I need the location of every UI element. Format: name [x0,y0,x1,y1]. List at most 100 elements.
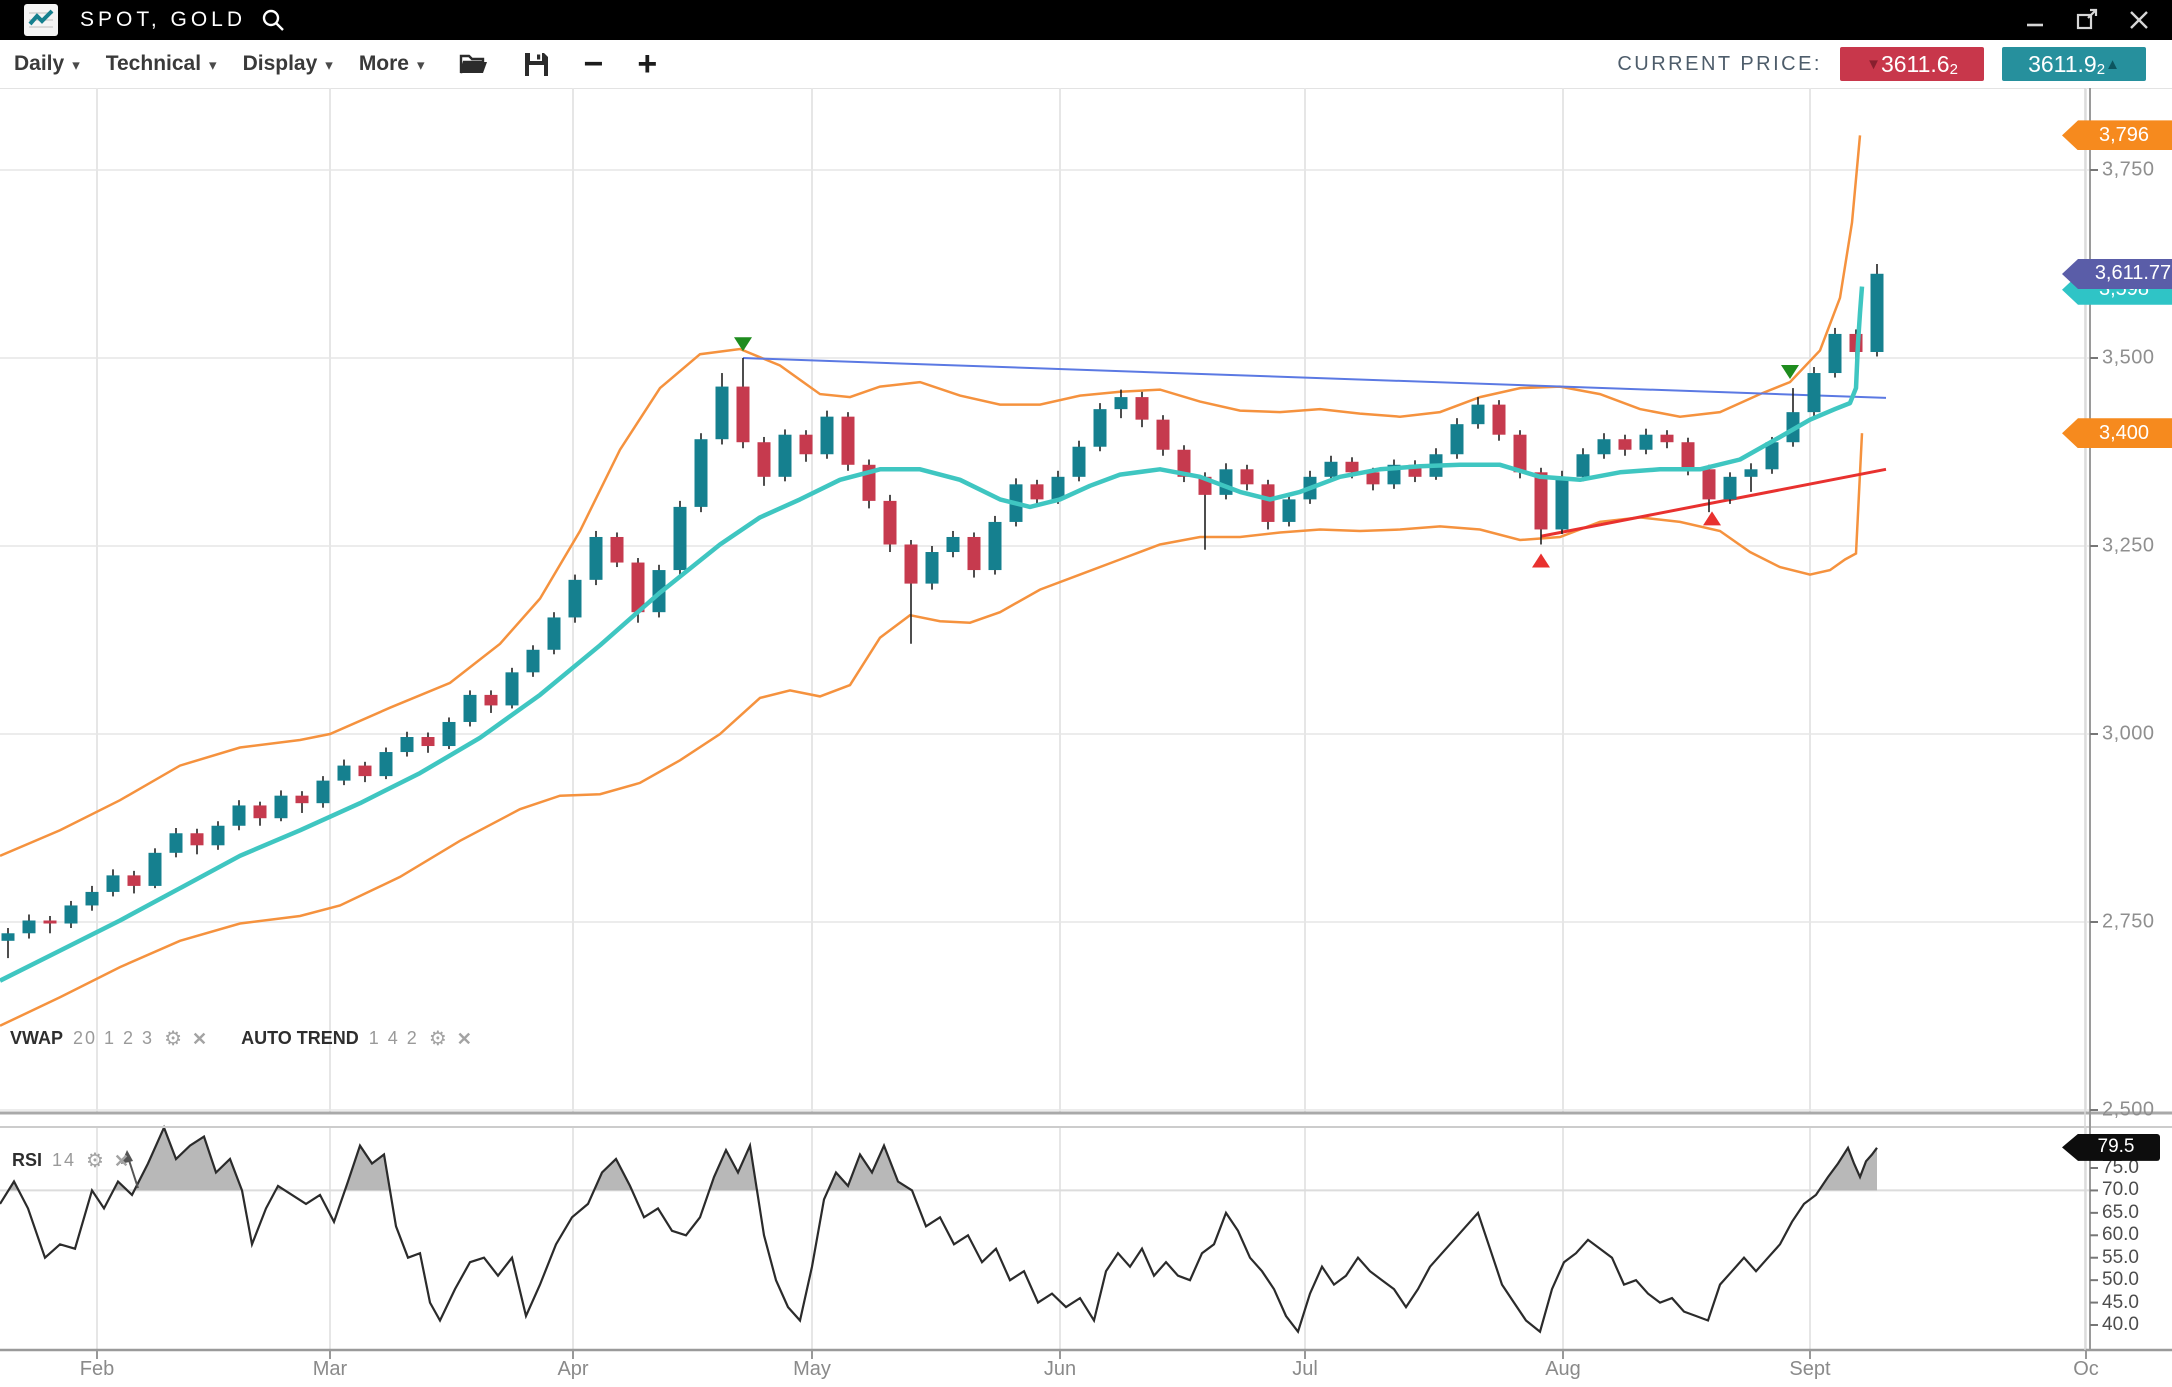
price-tick-label: 3,000 [2102,722,2155,745]
rsi-tick-label: 50.0 [2102,1269,2139,1291]
close-icon[interactable]: ✕ [192,1028,208,1049]
candle [631,562,645,613]
candle [190,833,204,846]
candle [1681,442,1695,470]
candle [1765,442,1779,470]
candle [736,386,750,443]
mouse-cursor-icon [121,1150,139,1189]
bollinger-upper [0,135,1862,857]
chevron-down-icon: ▾ [417,57,425,74]
vwap-legend: VWAP 20 1 2 3 ⚙ ✕ AUTO TREND 1 4 2 ⚙ ✕ [10,1027,472,1050]
candle [22,920,36,934]
current-price-label: CURRENT PRICE: [1617,52,1822,75]
symbol-title: SPOT, GOLD [80,8,247,31]
month-label: Sept [1789,1358,1831,1380]
candle [610,536,624,563]
current-price-zone: CURRENT PRICE: ▼ 3611.6 2 3611.9 2 ▲ [1617,47,2146,81]
candle [589,536,603,580]
signal-marker-down [1781,365,1799,380]
search-icon[interactable] [260,7,286,33]
candle [841,416,855,465]
signal-marker-up [1532,553,1550,568]
chevron-down-icon: ▾ [72,57,80,74]
open-chart-folder-icon[interactable] [459,51,489,77]
candle [1660,434,1674,443]
toolbar: Daily ▾ Technical ▾ Display ▾ More ▾ [0,40,2172,89]
candle [463,694,477,722]
candle [1156,419,1170,450]
arrow-down-icon: ▼ [1866,55,1881,73]
candle [1135,397,1149,420]
candle [1828,333,1842,374]
chevron-down-icon: ▾ [209,57,217,74]
minimize-button[interactable] [2022,7,2048,33]
trendline-ascending-support [1540,467,1887,538]
menu-display[interactable]: Display ▾ [242,52,333,75]
chart-document-icon [24,4,58,36]
rsi-tick-label: 65.0 [2102,1201,2139,1223]
candle [1093,409,1107,447]
candle [127,875,141,886]
month-label: Apr [557,1358,589,1380]
candle [358,765,372,777]
price-tick-label: 2,750 [2102,910,2155,933]
candle [778,434,792,477]
candle [1870,273,1884,352]
close-icon[interactable]: ✕ [456,1028,472,1049]
gear-icon[interactable]: ⚙ [164,1027,183,1050]
rsi-tick-label: 70.0 [2102,1179,2139,1201]
candle [1219,469,1233,495]
signal-marker-down [734,337,752,352]
candle [1807,373,1821,413]
trendline-descending-resistance [742,357,1887,399]
arrow-up-icon: ▲ [2105,55,2120,73]
popout-button[interactable] [2074,7,2100,33]
candle [337,765,351,781]
candle [316,780,330,804]
close-icon[interactable]: ✕ [113,1150,130,1171]
candle [925,552,939,584]
month-label: Aug [1545,1358,1581,1380]
gear-icon[interactable]: ⚙ [86,1149,104,1172]
candle [715,386,729,440]
zoom-out-button[interactable]: − [583,45,604,83]
candle [946,536,960,553]
candle [883,500,897,545]
rsi-tick-label: 60.0 [2102,1224,2139,1246]
candle [1555,476,1569,530]
candle [1492,404,1506,435]
candle [1114,397,1128,410]
menu-technical[interactable]: Technical ▾ [105,52,217,75]
price-tick-label: 3,750 [2102,158,2155,181]
bid-price-badge: ▼ 3611.6 2 [1840,47,1984,81]
save-chart-icon[interactable] [523,51,550,78]
candle [988,521,1002,571]
menu-more[interactable]: More ▾ [358,52,425,75]
candle [148,852,162,886]
candle [1471,404,1485,425]
candle [232,805,246,826]
title-bar: SPOT, GOLD [0,0,2172,40]
candle [1744,469,1758,477]
candle [1051,476,1065,500]
candle [1639,434,1653,450]
candle [1534,472,1548,530]
candle [421,737,435,747]
month-label: Oc [2073,1358,2099,1380]
window-controls [2022,7,2152,33]
axis-badge-band-upper: 3,796 [2062,120,2172,151]
rsi-line [0,1124,1878,1335]
candle [526,649,540,673]
menu-daily[interactable]: Daily ▾ [14,52,80,75]
candle [274,795,288,819]
rsi-legend: RSI 14 ⚙ ✕ [12,1149,130,1172]
chart-area[interactable] [0,88,2172,1387]
close-icon[interactable] [2126,7,2152,33]
rsi-tick-label: 75.0 [2102,1157,2139,1178]
gear-icon[interactable]: ⚙ [428,1027,447,1050]
zoom-in-button[interactable]: + [637,45,658,83]
rsi-overbought-fill [8,1128,1877,1191]
price-tick-label: 3,500 [2102,346,2155,369]
